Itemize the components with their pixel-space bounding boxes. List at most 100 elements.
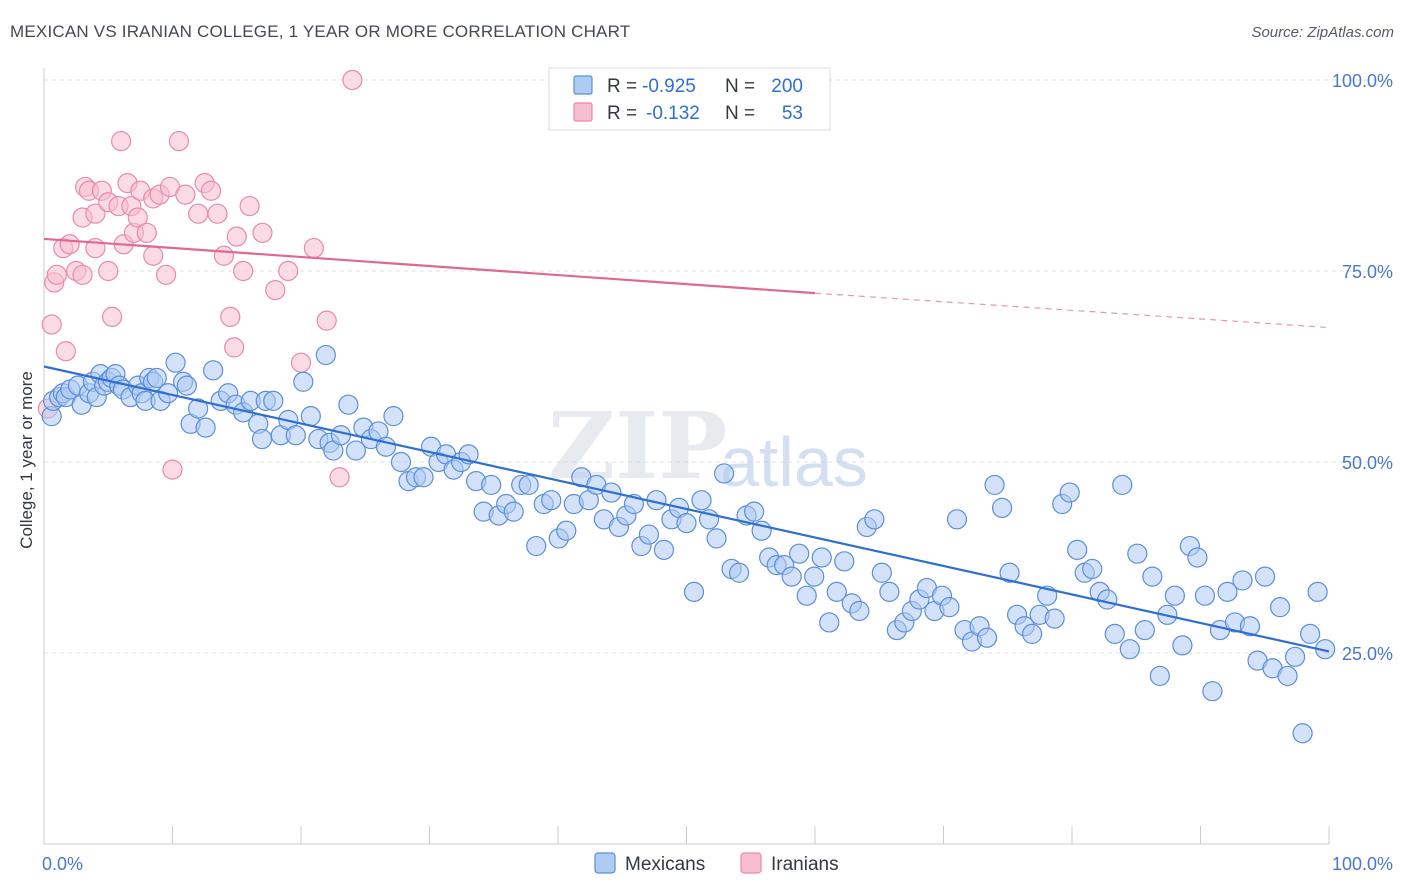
iranians-points [37, 69, 363, 488]
mexicans-point-102 [706, 528, 727, 549]
mexicans-point-105 [728, 562, 750, 583]
mexicans-point-59 [383, 406, 404, 427]
iranians-point-51 [329, 467, 350, 488]
iranians-point-37 [200, 180, 222, 201]
mexicans-point-78 [526, 535, 547, 557]
mexicans-point-141 [999, 562, 1020, 583]
mexicans-point-118 [826, 581, 847, 602]
mexicans-point-47 [300, 406, 321, 427]
mexicans-point-42 [263, 390, 284, 411]
mexicans-point-99 [683, 581, 705, 602]
mexicans-point-173 [1239, 616, 1261, 637]
grid [44, 79, 1389, 654]
legend-item-mexicans: Mexicans [625, 854, 705, 875]
iranians-point-40 [220, 306, 241, 327]
mexicans-point-167 [1194, 585, 1216, 606]
iranians-point-6 [59, 234, 80, 255]
mexicans-point-138 [976, 627, 998, 648]
mexicans-point-114 [796, 585, 817, 606]
mexicans-point-113 [789, 543, 810, 564]
legend-n-label-iranians: N = [725, 103, 755, 124]
y-tick-label-2: 75.0% [1342, 262, 1393, 282]
iranians-point-16 [98, 260, 119, 282]
legend-item-iranians: Iranians [771, 854, 839, 875]
iranians-point-32 [162, 459, 183, 480]
iranians-point-34 [175, 184, 196, 205]
iranians-point-46 [265, 280, 286, 301]
iranians-point-52 [342, 69, 363, 91]
legend-r-label-mexicans: R = [607, 76, 637, 97]
legend-swatch-iranians [573, 102, 593, 122]
y-tick-label-0: 25.0% [1342, 644, 1393, 664]
iranians-point-49 [303, 237, 324, 259]
mexicans-point-178 [1277, 665, 1298, 687]
mexicans-point-168 [1202, 681, 1223, 702]
iranians-point-41 [224, 337, 245, 358]
mexicans-point-149 [1059, 482, 1080, 503]
legend-swatch-mexicans [573, 75, 593, 95]
mexicans-point-107 [744, 501, 765, 522]
mexicans-point-82 [556, 520, 577, 541]
iranians-point-50 [316, 310, 337, 331]
x-tick-label-1: 100.0% [1332, 854, 1393, 874]
mexicans-point-154 [1097, 589, 1118, 610]
iranians-point-26 [136, 222, 157, 243]
mexicans-point-98 [676, 513, 697, 534]
iranians-point-3 [46, 264, 67, 285]
mexicans-point-121 [849, 600, 870, 622]
mexicans-point-112 [781, 566, 802, 587]
mexicans-point-156 [1112, 474, 1133, 496]
mexicans-point-163 [1164, 585, 1185, 606]
legend-n-value-iranians: 53 [782, 103, 803, 124]
iranians-trend-extension [814, 292, 1330, 329]
iranians-point-8 [72, 264, 93, 285]
iranians-point-33 [168, 131, 190, 152]
axes [43, 68, 1330, 845]
mexicans-point-182 [1307, 581, 1328, 602]
mexicans-point-134 [946, 509, 968, 530]
iranians-point-43 [233, 260, 254, 282]
y-tick-label-3: 100.0% [1332, 71, 1393, 91]
mexicans-point-77 [518, 474, 539, 496]
chart-source: Source: ZipAtlas.com [1251, 24, 1394, 41]
mexicans-point-155 [1104, 623, 1125, 645]
mexicans-point-63 [413, 467, 434, 488]
iranians-point-39 [213, 245, 234, 266]
mexicans-point-150 [1067, 539, 1088, 560]
y-axis-title: College, 1 year or more [17, 371, 36, 549]
mexicans-point-177 [1269, 597, 1291, 618]
iranians-trend-line [43, 237, 816, 295]
mexicans-point-181 [1300, 623, 1321, 645]
mexicans-points [41, 344, 1336, 744]
iranians-point-1 [41, 314, 62, 335]
mexicans-point-46 [293, 371, 314, 392]
mexicans-point-49 [315, 344, 336, 366]
legend-r-label-iranians: R = [607, 103, 637, 124]
legend-r-value-iranians: -0.132 [646, 103, 700, 124]
mexicans-point-54 [345, 440, 367, 461]
mexicans-point-29 [176, 375, 197, 396]
mexicans-point-24 [146, 367, 167, 389]
mexicans-point-95 [653, 539, 675, 560]
mexicans-point-117 [819, 612, 840, 633]
mexicans-point-119 [834, 551, 855, 572]
mexicans-point-100 [691, 490, 712, 511]
iranians-point-48 [290, 352, 312, 373]
mexicans-point-53 [338, 394, 359, 415]
iranians-point-28 [143, 245, 164, 266]
legend-box [548, 67, 831, 131]
mexicans-point-60 [390, 451, 412, 473]
mexicans-point-72 [481, 474, 502, 496]
watermark-atlas: atlas [720, 423, 868, 501]
iranians-point-17 [102, 306, 123, 327]
y-tick-label-1: 50.0% [1342, 453, 1393, 473]
legend-n-value-mexicans: 200 [771, 76, 803, 97]
mexicans-point-93 [638, 524, 660, 545]
mexicans-point-124 [871, 562, 892, 583]
mexicans-point-103 [713, 463, 735, 484]
mexicans-point-40 [251, 428, 273, 450]
iranians-point-24 [127, 207, 148, 228]
mexicans-point-133 [939, 597, 960, 618]
x-tick-label-0: 0.0% [42, 854, 83, 874]
